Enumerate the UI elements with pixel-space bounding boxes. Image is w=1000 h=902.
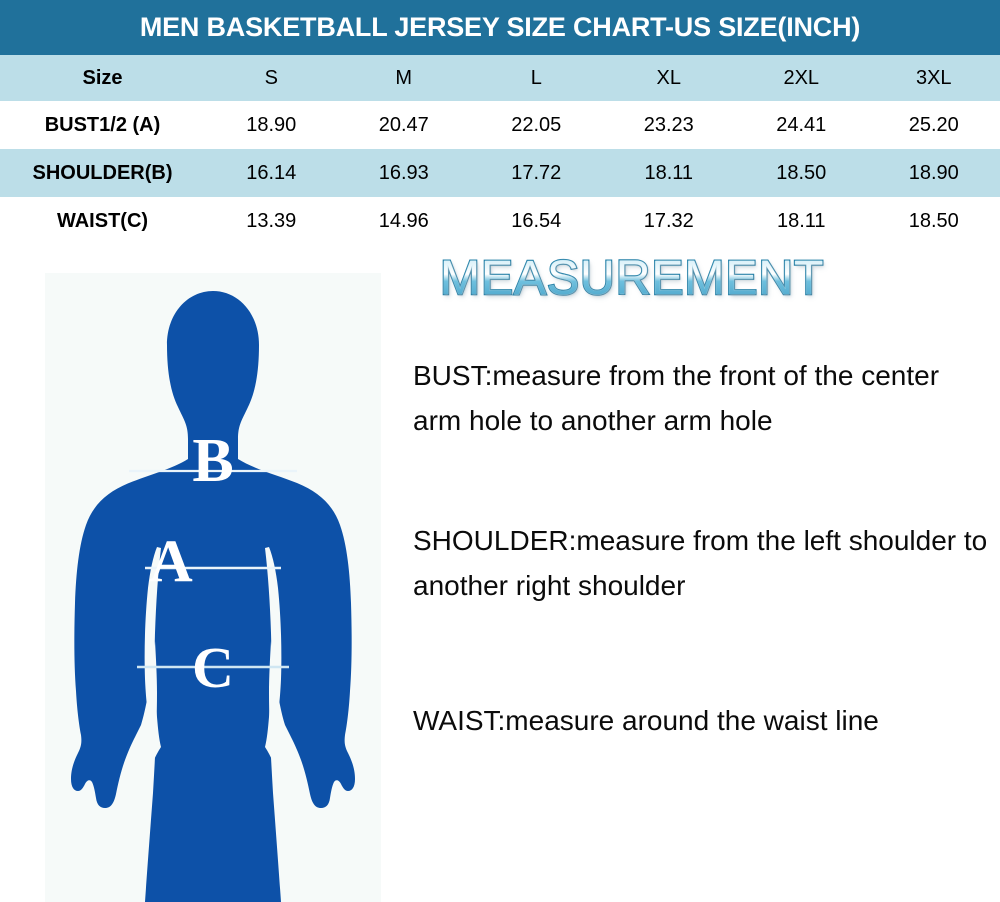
header-size-3xl: 3XL [915, 66, 952, 89]
bust-description: BUST:measure from the front of the cente… [413, 360, 940, 436]
body-silhouette-shape [71, 291, 355, 902]
cell-bust-s: 18.90 [246, 113, 297, 136]
cell-waist-2xl: 18.11 [776, 209, 826, 232]
header-size-label: Size [82, 66, 123, 89]
cell-shoulder-3xl: 18.90 [908, 161, 959, 184]
table-row: SHOULDER(B) 16.14 16.93 17.72 18.11 18.5… [0, 149, 1000, 197]
cell-shoulder-s: 16.14 [246, 161, 297, 184]
measurement-heading: MEASUREMENT MEASUREMENT [439, 251, 825, 307]
cell-shoulder-l: 17.72 [511, 161, 562, 184]
cell-waist-3xl: 18.50 [908, 209, 959, 232]
table-row: BUST1/2 (A) 18.90 20.47 22.05 23.23 24.4… [0, 101, 1000, 149]
row-label-bust: BUST1/2 (A) [44, 113, 161, 136]
page-title: MEN BASKETBALL JERSEY SIZE CHART-US SIZE… [139, 12, 861, 42]
cell-waist-s: 13.39 [246, 209, 297, 232]
header-size-2xl: 2XL [783, 66, 820, 89]
marker-label-a: A [149, 528, 192, 594]
marker-label-b: B [192, 427, 233, 495]
header-size-s: S [264, 66, 278, 89]
left-arm-gap [136, 547, 161, 806]
marker-label-c: C [192, 635, 234, 700]
cell-waist-xl: 17.32 [643, 209, 694, 232]
waist-description: WAIST:measure around the waist line [413, 705, 879, 736]
measurement-heading-stroke: MEASUREMENT [439, 251, 825, 307]
cell-bust-2xl: 24.41 [776, 113, 827, 136]
shoulder-description: SHOULDER:measure from the left shoulder … [413, 525, 988, 601]
measurement-heading-fill: MEASUREMENT [440, 252, 825, 305]
cell-shoulder-m: 16.93 [378, 161, 429, 184]
body-silhouette-panel: B A C [45, 273, 381, 902]
header-size-l: L [530, 66, 542, 89]
header-size-xl: XL [656, 66, 681, 89]
table-row: WAIST(C) 13.39 14.96 16.54 17.32 18.11 1… [0, 197, 1000, 245]
cell-waist-m: 14.96 [378, 209, 429, 232]
body-silhouette-diagram: B A C [71, 291, 355, 902]
row-label-waist: WAIST(C) [56, 209, 149, 232]
cell-bust-l: 22.05 [511, 113, 562, 136]
cell-shoulder-xl: 18.11 [644, 161, 694, 184]
row-label-shoulder: SHOULDER(B) [32, 161, 173, 184]
cell-bust-3xl: 25.20 [908, 113, 959, 136]
cell-waist-l: 16.54 [511, 209, 562, 232]
size-chart-table: Size S M L XL 2XL 3XL BUST1/2 (A) 18.90 … [0, 55, 1000, 245]
cell-bust-xl: 23.23 [643, 113, 694, 136]
table-header-row: Size S M L XL 2XL 3XL [0, 55, 1000, 101]
chart-title-bar: MEN BASKETBALL JERSEY SIZE CHART-US SIZE… [0, 0, 1000, 55]
cell-bust-m: 20.47 [378, 113, 429, 136]
measurement-text-column: MEASUREMENT MEASUREMENT BUST:measure fro… [405, 245, 995, 902]
header-size-m: M [395, 66, 413, 89]
right-arm-gap [265, 547, 290, 806]
cell-shoulder-2xl: 18.50 [776, 161, 827, 184]
measurement-section: B A C MEASUREMENT MEASUREMENT BUST:measu… [0, 245, 1000, 902]
